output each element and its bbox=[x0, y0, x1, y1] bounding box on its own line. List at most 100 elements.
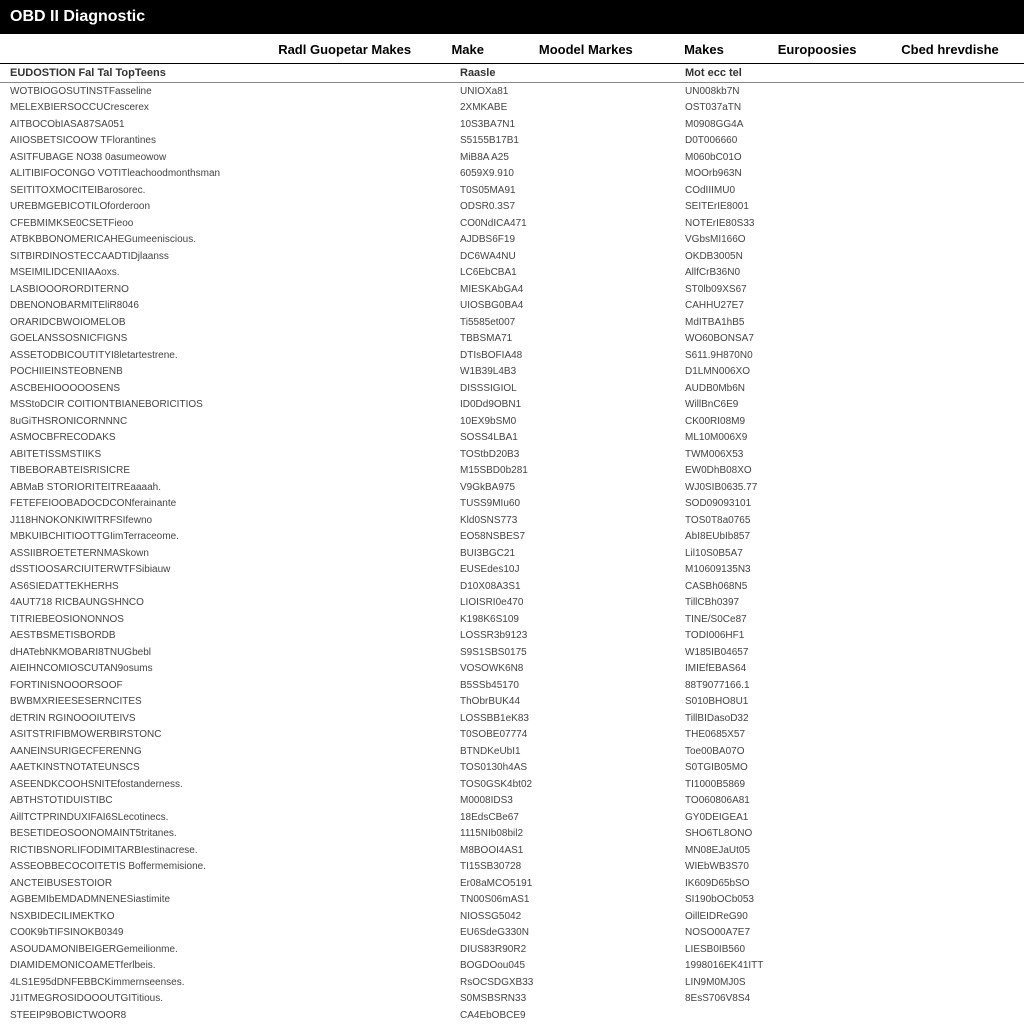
cell-code-b: TWM006X53 bbox=[685, 448, 910, 462]
table-row[interactable]: MSEIMILIDCENIIAAoxs.LC6EbCBA1AllfCrB36N0 bbox=[0, 265, 1024, 282]
table-row[interactable]: SITBIRDINOSTECCAADTIDjlaanssDC6WA4NUOKDB… bbox=[0, 248, 1024, 265]
cell-code-b: NOSO00A7E7 bbox=[685, 926, 910, 940]
cell-code-a: T0SOBE07774 bbox=[460, 728, 685, 742]
cell-code-a: UIOSBG0BA4 bbox=[460, 299, 685, 313]
header-col-empty bbox=[10, 42, 266, 57]
cell-code-b: 88T9077166.1 bbox=[685, 679, 910, 693]
cell-description: NSXBIDECILIMEKTKO bbox=[10, 910, 460, 924]
table-row[interactable]: ABTHSTOTIDUISTIBCM0008IDS3TO060806A81 bbox=[0, 793, 1024, 810]
table-row[interactable]: MSStoDCIR COITIONTBIANEBORICITIOSID0Dd9O… bbox=[0, 397, 1024, 414]
table-row[interactable]: BESETIDEOSOONOMAINT5tritanes.1115NIb08bi… bbox=[0, 826, 1024, 843]
cell-code-b: AbI8EUbIb857 bbox=[685, 530, 910, 544]
table-row[interactable]: RICTIBSNORLIFODIMITARBIestinacrese.M8BOO… bbox=[0, 842, 1024, 859]
table-row[interactable]: ASMOCBFRECODAKSSOSS4LBA1ML10M006X9 bbox=[0, 430, 1024, 447]
cell-code-a: S0MSBSRN33 bbox=[460, 992, 685, 1006]
cell-description: AAETKINSTNOTATEUNSCS bbox=[10, 761, 460, 775]
table-row[interactable]: ORARIDCBWOIOMELOBTi5585et007MdITBA1hB5 bbox=[0, 314, 1024, 331]
table-row[interactable]: SEITITOXMOCITEIBarosorec.T0S05MA91COdIII… bbox=[0, 182, 1024, 199]
cell-code-b: TI1000B5869 bbox=[685, 778, 910, 792]
header-col-cbed[interactable]: Cbed hrevdishe bbox=[886, 42, 1014, 57]
table-row[interactable]: CO0K9bTIFSINOKB0349EU6SdeG330NNOSO00A7E7 bbox=[0, 925, 1024, 942]
header-col-makes[interactable]: Makes bbox=[660, 42, 749, 57]
cell-code-b: WO60BONSA7 bbox=[685, 332, 910, 346]
cell-code-a: T0S05MA91 bbox=[460, 184, 685, 198]
table-row[interactable]: ASCBEHIOOOOOSENSDISSSIGIOLAUDB0Mb6N bbox=[0, 380, 1024, 397]
table-row[interactable]: DIAMIDEMONICOAMETferlbeis.BOGDOou0451998… bbox=[0, 958, 1024, 975]
table-row[interactable]: dHATebNKMOBARI8TNUGbeblS9S1SBS0175W185IB… bbox=[0, 644, 1024, 661]
table-row[interactable]: AS6SIEDATTEKHERHSD10X08A3S1CASBh068N5 bbox=[0, 578, 1024, 595]
cell-description: FETEFEIOOBADOCDCONferainante bbox=[10, 497, 460, 511]
cell-description: MELEXBIERSOCCUCrescerex bbox=[10, 101, 460, 115]
table-row[interactable]: WOTBIOGOSUTINSTFasselineUNIOXa81UN008kb7… bbox=[0, 83, 1024, 100]
table-row[interactable]: LASBIOOORORDITERNOMIESKAbGA4ST0lb09XS67 bbox=[0, 281, 1024, 298]
header-col-model[interactable]: Moodel Markes bbox=[512, 42, 660, 57]
cell-code-a: SOSS4LBA1 bbox=[460, 431, 685, 445]
table-row[interactable]: ASOUDAMONIBEIGERGemeilionme.DIUS83R90R2L… bbox=[0, 941, 1024, 958]
table-row[interactable]: FETEFEIOOBADOCDCONferainanteTUSS9MIu60SO… bbox=[0, 496, 1024, 513]
table-row[interactable]: AANEINSURIGECFERENNGBTNDKeUbI1Toe00BA07O bbox=[0, 743, 1024, 760]
table-row[interactable]: MELEXBIERSOCCUCrescerex2XMKABEOST037aTN bbox=[0, 100, 1024, 117]
cell-code-b: WJ0SIB0635.77 bbox=[685, 481, 910, 495]
table-row[interactable]: DBENONOBARMITEliR8046UIOSBG0BA4CAHHU27E7 bbox=[0, 298, 1024, 315]
table-row[interactable]: dETRIN RGINOOOIUTEIVSLOSSBB1eK83TillBIDa… bbox=[0, 710, 1024, 727]
table-row[interactable]: J1ITMEGROSIDOOOUTGITitious.S0MSBSRN338Es… bbox=[0, 991, 1024, 1008]
table-row[interactable]: STEEIP9BOBICTWOOR8CA4EbOBCE9 bbox=[0, 1007, 1024, 1024]
table-row[interactable]: GOELANSSOSNICFIGNSTBBSMA71WO60BONSA7 bbox=[0, 331, 1024, 348]
table-row[interactable]: ALITIBIFOCONGO VOTITleachoodmonthsman605… bbox=[0, 166, 1024, 183]
cell-code-a: M8BOOI4AS1 bbox=[460, 844, 685, 858]
cell-code-a: TI15SB30728 bbox=[460, 860, 685, 874]
header-col-europoosies[interactable]: Europoosies bbox=[748, 42, 886, 57]
cell-code-a: M0008IDS3 bbox=[460, 794, 685, 808]
cell-description: ASEENDKCOOHSNITEfostanderness. bbox=[10, 778, 460, 792]
table-row[interactable]: UREBMGEBICOTILOforderoonODSR0.3S7SEITErI… bbox=[0, 199, 1024, 216]
table-row[interactable]: FORTINISNOOORSOOFB5SSb4517088T9077166.1 bbox=[0, 677, 1024, 694]
table-row[interactable]: 4AUT718 RICBAUNGSHNCOLIOISRI0e470TillCBh… bbox=[0, 595, 1024, 612]
table-row[interactable]: ABITETISSMSTIIKSTOStbD20B3TWM006X53 bbox=[0, 446, 1024, 463]
cell-code-a: DTIsBOFIA48 bbox=[460, 349, 685, 363]
table-row[interactable]: J118HNOKONKIWITRFSIfewnoKld0SNS773TOS0T8… bbox=[0, 512, 1024, 529]
table-row[interactable]: dSSTIOOSARCIUITERWTFSibiauwEUSEdes10JM10… bbox=[0, 562, 1024, 579]
cell-code-b: Lil10S0B5A7 bbox=[685, 547, 910, 561]
cell-code-b: W185IB04657 bbox=[685, 646, 910, 660]
cell-code-b: ST0lb09XS67 bbox=[685, 283, 910, 297]
table-row[interactable]: ASSETODBICOUTITYI8letartestrene.DTIsBOFI… bbox=[0, 347, 1024, 364]
table-row[interactable]: CFEBMIMKSE0CSETFieooCO0NdICA471NOTErIE80… bbox=[0, 215, 1024, 232]
table-row[interactable]: AIIOSBETSICOOW TFlorantinesS5155B17B1D0T… bbox=[0, 133, 1024, 150]
cell-code-a: EU6SdeG330N bbox=[460, 926, 685, 940]
table-row[interactable]: AITBOCObIASA87SA05110S3BA7N1M0908GG4A bbox=[0, 116, 1024, 133]
table-row[interactable]: AESTBSMETISBORDBLOSSR3b9123TODI006HF1 bbox=[0, 628, 1024, 645]
table-row[interactable]: POCHIIEINSTEOBNENBW1B39L4B3D1LMN006XO bbox=[0, 364, 1024, 381]
table-row[interactable]: 4LS1E95dDNFEBBCKimmernseenses.RsOCSDGXB3… bbox=[0, 974, 1024, 991]
table-row[interactable]: MBKUIBCHITIOOTTGIimTerraceome.EO58NSBES7… bbox=[0, 529, 1024, 546]
table-row[interactable]: ASEENDKCOOHSNITEfostanderness.TOS0GSK4bt… bbox=[0, 776, 1024, 793]
table-row[interactable]: ASITSTRIFIBMOWERBIRSTONCT0SOBE07774THE06… bbox=[0, 727, 1024, 744]
subheader-col3: Mot ecc tel bbox=[685, 67, 910, 79]
table-row[interactable]: 8uGiTHSRONICORNNNC10EX9bSM0CK00RI08M9 bbox=[0, 413, 1024, 430]
cell-code-b: THE0685X57 bbox=[685, 728, 910, 742]
table-row[interactable]: AGBEMIbEMDADMNENESiastimiteTN00S06mAS1SI… bbox=[0, 892, 1024, 909]
header-col-radl[interactable]: Radl Guopetar Makes bbox=[266, 42, 423, 57]
table-row[interactable]: AAETKINSTNOTATEUNSCSTOS0130h4ASS0TGIB05M… bbox=[0, 760, 1024, 777]
table-row[interactable]: ATBKBBONOMERICAHEGumeeniscious.AJDBS6F19… bbox=[0, 232, 1024, 249]
header-col-make[interactable]: Make bbox=[423, 42, 512, 57]
cell-description: J118HNOKONKIWITRFSIfewno bbox=[10, 514, 460, 528]
cell-code-b: UN008kb7N bbox=[685, 85, 910, 99]
table-row[interactable]: TIBEBORABTEISRISICREM15SBD0b281EW0DhB08X… bbox=[0, 463, 1024, 480]
cell-code-b: LIESB0IB560 bbox=[685, 943, 910, 957]
table-row[interactable]: ASITFUBAGE NO38 0asumeowowMiB8A A25M060b… bbox=[0, 149, 1024, 166]
table-row[interactable]: AillTCTPRINDUXIFAI6SLecotinecs.18EdsCBe6… bbox=[0, 809, 1024, 826]
table-row[interactable]: ASSEOBBECOCOITETIS Boffermemisione.TI15S… bbox=[0, 859, 1024, 876]
cell-code-a: ODSR0.3S7 bbox=[460, 200, 685, 214]
cell-code-a: CO0NdICA471 bbox=[460, 217, 685, 231]
table-row[interactable]: BWBMXRIEESESERNCITESThObrBUK44S010BHO8U1 bbox=[0, 694, 1024, 711]
table-row[interactable]: ANCTEIBUSESTOIOREr08aMCO5191IK609D65bSO bbox=[0, 875, 1024, 892]
table-row[interactable]: AIEIHNCOMIOSCUTAN9osumsVOSOWK6N8IMIEfEBA… bbox=[0, 661, 1024, 678]
table-row[interactable]: ASSIIBROETETERNMASkownBUI3BGC21Lil10S0B5… bbox=[0, 545, 1024, 562]
cell-description: AANEINSURIGECFERENNG bbox=[10, 745, 460, 759]
table-row[interactable]: TITRIEBEOSIONONNOSK198K6S109TINE/S0Ce87 bbox=[0, 611, 1024, 628]
cell-description: DIAMIDEMONICOAMETferlbeis. bbox=[10, 959, 460, 973]
table-row[interactable]: NSXBIDECILIMEKTKONIOSSG5042OillEIDReG90 bbox=[0, 908, 1024, 925]
cell-description: CFEBMIMKSE0CSETFieoo bbox=[10, 217, 460, 231]
table-row[interactable]: ABMaB STORIORITEITREaaaah.V9GkBA975WJ0SI… bbox=[0, 479, 1024, 496]
cell-description: ALITIBIFOCONGO VOTITleachoodmonthsman bbox=[10, 167, 460, 181]
